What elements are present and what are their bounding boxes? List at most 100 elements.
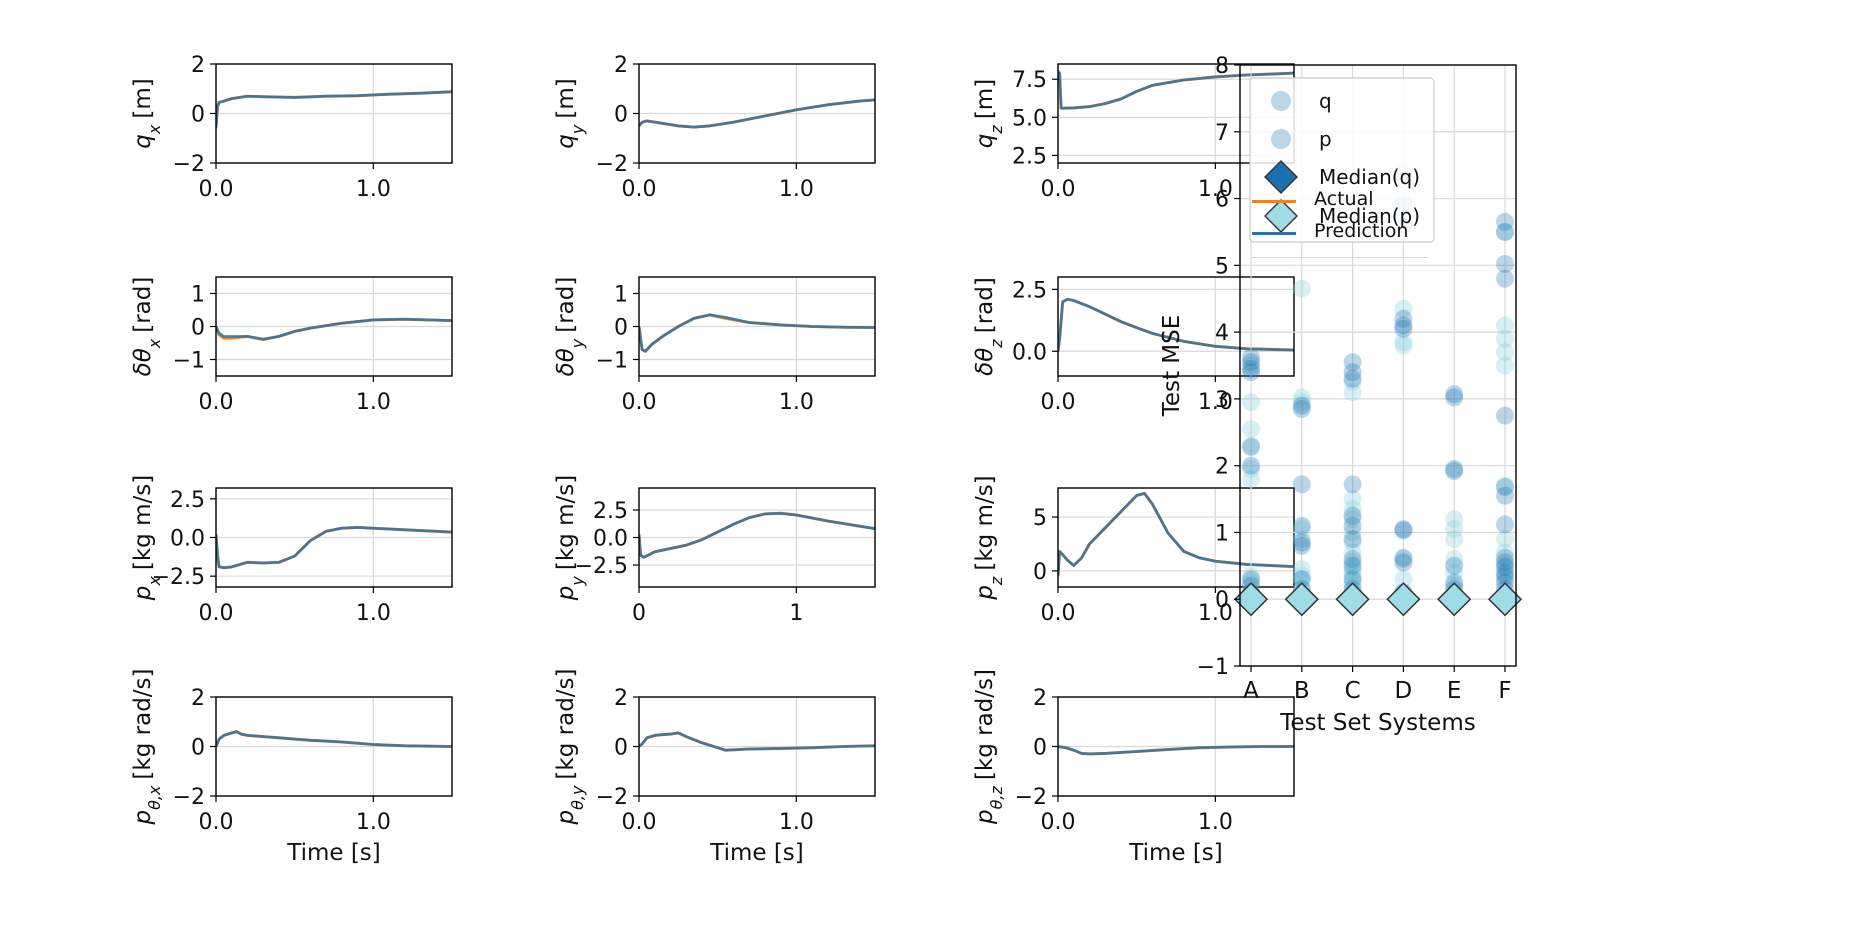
y-label-unit: [kg m/s] [553, 475, 579, 570]
point-q [1496, 566, 1514, 585]
x-tick-label: 1.0 [779, 177, 814, 202]
series-prediction [216, 526, 452, 570]
y-tick-label: 3 [1215, 388, 1229, 413]
y-tick-label: 0.0 [593, 527, 628, 552]
y-label-unit: [m] [130, 78, 156, 118]
y-axis-label: qx [m] [130, 78, 164, 148]
point-p [1343, 543, 1362, 562]
point-p [1496, 476, 1514, 495]
point-p [1343, 523, 1362, 542]
y-axis-label: qy [m] [553, 78, 587, 148]
point-q [1496, 563, 1514, 582]
point-p [1292, 560, 1311, 579]
y-tick-label: −1 [173, 349, 205, 374]
point-q [1445, 462, 1464, 481]
y-axis-label: px [kg m/s] [130, 475, 164, 601]
x-tick-label: 1.0 [356, 601, 391, 626]
y-label-subscript: y [568, 124, 587, 135]
y-tick-label: −2.5 [152, 565, 205, 590]
point-p [1292, 388, 1311, 407]
y-tick-label: 5.0 [1012, 106, 1047, 131]
series-prediction [1058, 492, 1294, 577]
point-p [1242, 436, 1260, 455]
y-label-subscript: θ,z [987, 785, 1006, 809]
x-tick-label: D [1395, 678, 1413, 704]
series-actual [639, 511, 875, 559]
point-p [1343, 533, 1362, 552]
panel-ptx: −2 0 2 0.0 1.0 pθ,x [kg rad/s] Time [s] [130, 668, 453, 866]
y-label-symbol: p [972, 585, 998, 601]
point-q [1496, 558, 1514, 577]
point-p [1343, 373, 1362, 392]
y-axis-label: δθx [rad] [130, 277, 164, 377]
point-p [1394, 333, 1413, 352]
legend-actual-label: Actual [1314, 188, 1374, 210]
y-tick-label: −2 [173, 152, 205, 177]
x-tick-label: 0.0 [622, 390, 657, 415]
point-q [1394, 553, 1413, 572]
x-tick-label: 0.0 [199, 390, 234, 415]
panel-mse: −1 0 1 2 3 4 5 6 7 8 A B C D E F Test Set Systems Test MS… [1159, 54, 1522, 736]
y-tick-label: 2.5 [1012, 278, 1047, 303]
x-tick-label: 0.0 [1041, 390, 1076, 415]
y-tick-label: 7 [1215, 121, 1229, 146]
x-tick-label: F [1498, 678, 1511, 704]
x-tick-label: 0.0 [199, 810, 234, 835]
y-tick-label: −1 [1197, 655, 1229, 680]
x-axis-label: Time [s] [709, 840, 804, 866]
panel-qz: 2.5 5.0 7.5 0.0 1.0 qz [m] [972, 63, 1295, 202]
point-p [1394, 570, 1413, 589]
y-tick-label: 2.5 [170, 488, 205, 513]
point-q [1445, 460, 1464, 479]
legend-label-p: p [1319, 127, 1332, 151]
point-p [1343, 490, 1362, 509]
y-tick-label: 2.5 [1012, 144, 1047, 169]
point-q [1242, 348, 1260, 367]
point-q [1292, 475, 1311, 494]
y-label-unit: [kg m/s] [972, 475, 998, 570]
point-p [1343, 566, 1362, 585]
point-p [1445, 530, 1464, 549]
point-q [1496, 548, 1514, 567]
x-tick-label: E [1447, 678, 1462, 704]
point-q [1343, 369, 1362, 388]
x-tick-label: C [1345, 678, 1361, 704]
point-p [1496, 343, 1514, 362]
point-q [1343, 353, 1362, 372]
point-p [1292, 566, 1311, 585]
median-p-marker [1284, 582, 1319, 617]
point-p [1496, 356, 1514, 375]
point-q [1343, 516, 1362, 535]
y-tick-label: 0 [1215, 588, 1229, 613]
point-q [1496, 269, 1514, 288]
x-tick-label: 1.0 [779, 810, 814, 835]
point-p [1292, 530, 1311, 549]
x-axis-label: Time [s] [1128, 840, 1223, 866]
point-q [1292, 396, 1311, 415]
panel-pty: −2 0 2 0.0 1.0 pθ,y [kg rad/s] Time [s] [553, 668, 876, 866]
y-tick-label: 1 [614, 283, 628, 308]
point-q [1394, 316, 1413, 335]
point-p [1292, 520, 1311, 539]
x-tick-label: 1.0 [1198, 601, 1233, 626]
point-q [1394, 319, 1413, 338]
y-tick-label: 2 [1033, 686, 1047, 711]
panel-dtx: −1 0 1 0.0 1.0 δθx [rad] [130, 276, 453, 415]
x-tick-label: 0 [632, 601, 646, 626]
panel-qy: −2 0 2 0.0 1.0 qy [m] [553, 53, 876, 202]
y-tick-label: 0 [614, 103, 628, 128]
legend-label-q: q [1319, 89, 1332, 113]
point-q [1394, 521, 1413, 540]
y-axis-label: δθy [rad] [553, 277, 587, 377]
panel-dty: −1 0 1 0.0 1.0 δθy [rad] [553, 276, 876, 415]
y-tick-label: 2 [191, 686, 205, 711]
point-q [1496, 486, 1514, 505]
legend-label-median-p: Median(p) [1319, 204, 1420, 228]
point-q [1445, 388, 1464, 407]
y-label-unit: [kg rad/s] [130, 668, 156, 779]
panel-qx: −2 0 2 0.0 1.0 qx [m] [130, 53, 453, 202]
y-label-subscript: x [145, 576, 164, 587]
y-label-unit: [kg m/s] [130, 475, 156, 570]
series-prediction [216, 730, 452, 748]
x-tick-label: 1.0 [1198, 810, 1233, 835]
